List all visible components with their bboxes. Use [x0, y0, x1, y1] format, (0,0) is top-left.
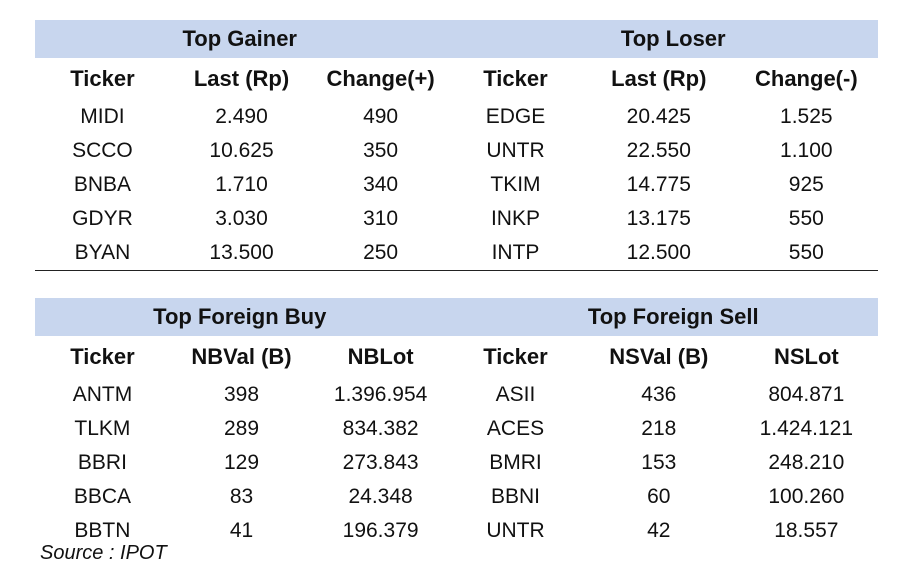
table-cell: 804.871	[768, 383, 845, 406]
column-header: Ticker	[483, 66, 548, 91]
table-cell: 1.424.121	[759, 417, 854, 440]
table-cell: 1.710	[215, 173, 268, 196]
table-cell: INKP	[490, 207, 540, 230]
table-cell: 436	[641, 383, 677, 406]
table-cell: UNTR	[486, 519, 545, 542]
column-header: Ticker	[70, 344, 135, 369]
table-cell: 350	[363, 139, 399, 162]
table-cell: 22.550	[626, 139, 691, 162]
table-cell: 550	[734, 236, 878, 271]
table-row: SCCO 10.625 350 UNTR 22.550 1.100	[35, 134, 878, 168]
table-cell: 18.557	[774, 519, 839, 542]
table-row: GDYR 3.030 310 INKP 13.175 550	[35, 202, 878, 236]
table-cell: 490	[363, 105, 399, 128]
table-cell: 13.500	[169, 236, 314, 271]
table-cell: 273.843	[342, 451, 419, 474]
table-cell: 834.382	[342, 417, 419, 440]
table-cell: 83	[229, 485, 254, 508]
top-loser-title: Top Loser	[620, 26, 726, 51]
table-cell: BBNI	[490, 485, 540, 508]
table-cell: 1.396.954	[333, 383, 428, 406]
table-cell: 2.490	[215, 105, 268, 128]
table-cell: SCCO	[72, 139, 133, 162]
table-row: ANTM 398 1.396.954 ASII 436 804.871	[35, 378, 878, 412]
column-header: Last (Rp)	[611, 66, 707, 91]
table-cell: 129	[224, 451, 260, 474]
table-cell: 20.425	[626, 105, 691, 128]
column-header: Ticker	[70, 66, 135, 91]
table-header-row: Ticker NBVal (B) NBLot Ticker NSVal (B) …	[35, 336, 878, 378]
table-cell: 248.210	[768, 451, 845, 474]
top-gainer-loser-section: Top Gainer Top Loser Ticker Last (Rp) Ch…	[35, 20, 878, 271]
table-row: TLKM 289 834.382 ACES 218 1.424.121	[35, 412, 878, 446]
gainer-loser-table: Ticker Last (Rp) Change(+) Ticker Last (…	[35, 58, 878, 271]
source-note: Source : IPOT	[40, 542, 167, 564]
table-cell: 14.775	[626, 173, 691, 196]
table-row: BBTN 41 196.379 UNTR 42 18.557	[35, 514, 878, 548]
table-cell: 12.500	[582, 236, 735, 271]
table-row: MIDI 2.490 490 EDGE 20.425 1.525	[35, 100, 878, 134]
table-cell: BBCA	[73, 485, 132, 508]
table-cell: 340	[363, 173, 399, 196]
table-cell: TKIM	[490, 173, 541, 196]
table-cell: UNTR	[486, 139, 545, 162]
table-cell: BBRI	[77, 451, 127, 474]
table-cell: GDYR	[72, 207, 133, 230]
table-cell: 250	[313, 236, 449, 271]
table-cell: 3.030	[215, 207, 268, 230]
column-header: NSLot	[773, 344, 839, 369]
table-cell: 289	[224, 417, 260, 440]
table-header-row: Ticker Last (Rp) Change(+) Ticker Last (…	[35, 58, 878, 100]
table-row: BBRI 129 273.843 BMRI 153 248.210	[35, 446, 878, 480]
table-cell: BYAN	[35, 236, 170, 271]
table-cell: MIDI	[80, 105, 125, 128]
top-foreign-buy-title: Top Foreign Buy	[153, 304, 327, 329]
table-cell: TLKM	[74, 417, 131, 440]
table-row: BBCA 83 24.348 BBNI 60 100.260	[35, 480, 878, 514]
table-cell: ANTM	[72, 383, 133, 406]
column-header: Last (Rp)	[193, 66, 290, 91]
table-row: BNBA 1.710 340 TKIM 14.775 925	[35, 168, 878, 202]
column-header: Change(-)	[755, 66, 858, 91]
table-cell: 10.625	[209, 139, 274, 162]
table-cell: BMRI	[489, 451, 542, 474]
section-header-band: Top Gainer Top Loser	[35, 20, 878, 58]
table-cell: 153	[641, 451, 677, 474]
table-cell: ACES	[486, 417, 545, 440]
column-header: NBVal (B)	[191, 344, 292, 369]
table-cell: INTP	[448, 236, 583, 271]
table-cell: 550	[788, 207, 824, 230]
table-cell: 196.379	[342, 519, 419, 542]
table-cell: 925	[788, 173, 824, 196]
top-foreign-sell-title: Top Foreign Sell	[587, 304, 759, 329]
section-header-band: Top Foreign Buy Top Foreign Sell	[35, 298, 878, 336]
table-cell: 1.525	[780, 105, 833, 128]
table-cell: 218	[641, 417, 677, 440]
table-cell: BBTN	[74, 519, 131, 542]
table-cell: 1.100	[780, 139, 833, 162]
table-cell: ASII	[495, 383, 536, 406]
column-header: Ticker	[483, 344, 548, 369]
column-header: Change(+)	[326, 66, 435, 91]
column-header: NBLot	[347, 344, 414, 369]
table-cell: EDGE	[485, 105, 546, 128]
table-cell: 310	[363, 207, 399, 230]
table-cell: 100.260	[768, 485, 845, 508]
table-cell: 24.348	[348, 485, 413, 508]
column-header: NSVal (B)	[609, 344, 709, 369]
top-gainer-title: Top Gainer	[182, 26, 298, 51]
table-cell: BNBA	[73, 173, 132, 196]
table-cell: 398	[224, 383, 260, 406]
foreign-buy-sell-table: Ticker NBVal (B) NBLot Ticker NSVal (B) …	[35, 336, 878, 548]
table-cell: 13.175	[626, 207, 691, 230]
table-cell: 60	[647, 485, 671, 508]
top-foreign-section: Top Foreign Buy Top Foreign Sell Ticker …	[35, 298, 878, 548]
table-cell: 42	[647, 519, 671, 542]
table-row: BYAN 13.500 250 INTP 12.500 550	[35, 236, 878, 271]
table-cell: 41	[229, 519, 254, 542]
